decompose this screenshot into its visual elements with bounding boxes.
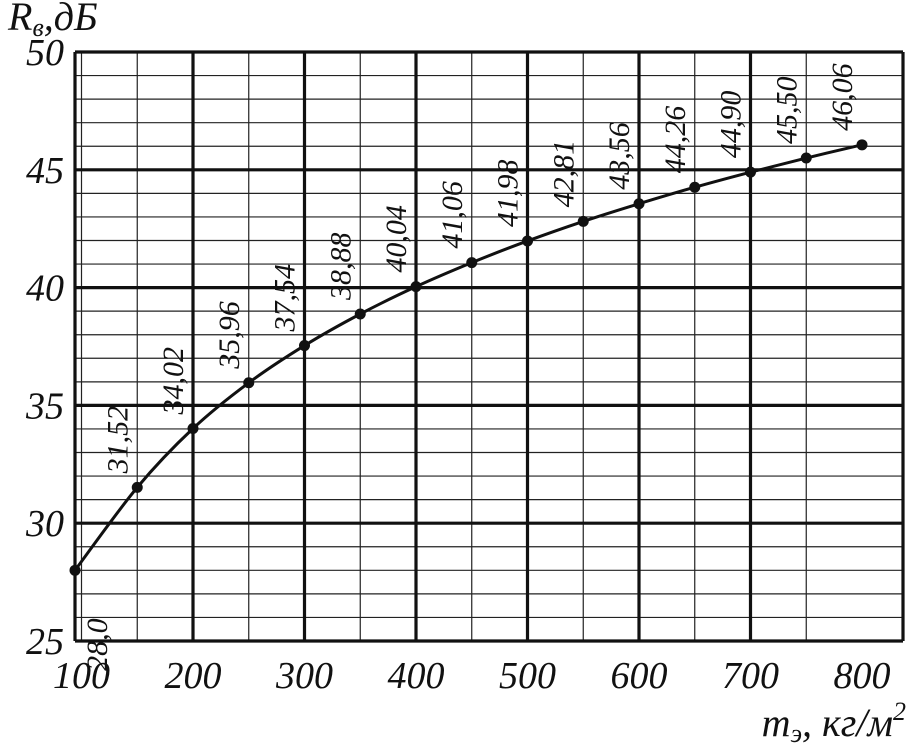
y-axis-title: Rв,дБ [7, 0, 98, 42]
x-tick-labels: 100 200 300 400 500 600 700 800 [53, 655, 891, 697]
data-point [522, 235, 533, 247]
data-label: 28,0 [81, 618, 114, 671]
data-label: 40,04 [380, 205, 413, 273]
y-tick-label: 45 [26, 150, 64, 192]
data-point [243, 377, 255, 389]
y-axis-title-main: R [7, 0, 32, 39]
data-point [187, 422, 199, 434]
y-tick-label: 30 [25, 503, 64, 545]
x-tick-label: 300 [275, 655, 333, 697]
data-point [354, 308, 366, 320]
x-axis-title-main: m [762, 700, 791, 745]
data-label: 37,54 [269, 264, 302, 333]
data-labels: 28,0 31,52 34,02 35,96 37,54 38,88 40,04 41,06 4… [81, 63, 859, 670]
data-label: 35,96 [213, 301, 246, 370]
y-tick-label: 25 [26, 621, 64, 663]
x-axis-title-unit: , кг/м [802, 700, 893, 745]
data-point [131, 481, 143, 493]
y-tick-labels: 25 30 35 40 45 50 [25, 32, 64, 663]
data-point [577, 215, 589, 227]
y-tick-label: 50 [26, 32, 64, 74]
data-point [299, 340, 310, 352]
data-point [466, 257, 478, 269]
data-points [69, 139, 868, 576]
data-label: 46,06 [826, 63, 859, 131]
data-label: 34,02 [157, 347, 190, 416]
data-label: 41,98 [492, 159, 525, 227]
y-axis-title-sub: в [32, 13, 43, 42]
data-label: 38,88 [324, 232, 357, 301]
data-point [69, 564, 81, 576]
x-tick-label: 100 [53, 655, 110, 697]
data-label: 44,90 [715, 91, 748, 159]
data-point [745, 166, 756, 178]
x-tick-label: 700 [722, 655, 779, 697]
x-tick-label: 800 [834, 655, 891, 697]
x-tick-label: 500 [499, 655, 556, 697]
x-tick-label: 200 [165, 655, 222, 697]
data-point [800, 152, 812, 164]
data-label: 45,50 [770, 77, 803, 145]
data-label: 41,06 [436, 181, 469, 249]
x-tick-label: 400 [388, 655, 445, 697]
data-point [689, 181, 701, 193]
data-point [410, 281, 422, 293]
data-label: 44,26 [659, 106, 692, 174]
data-label: 43,56 [603, 122, 636, 190]
data-label: 31,52 [101, 406, 134, 475]
data-point [856, 139, 868, 151]
y-tick-label: 40 [26, 268, 64, 310]
major-grid [73, 50, 905, 643]
y-axis-title-unit: ,дБ [44, 0, 98, 39]
x-axis-title-sup: 2 [893, 697, 906, 726]
x-tick-label: 600 [611, 655, 668, 697]
data-point [633, 198, 645, 210]
data-label: 42,81 [547, 140, 580, 208]
y-tick-label: 35 [25, 385, 64, 427]
x-axis-title-sub: э [791, 719, 802, 746]
x-axis-title: mэ, кг/м2 [762, 697, 906, 746]
minor-grid [75, 52, 903, 641]
